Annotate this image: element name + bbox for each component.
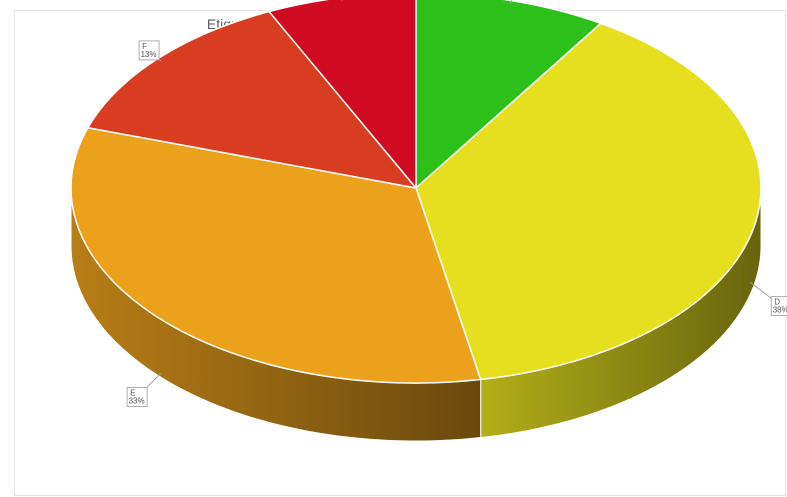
pie-top [70, 0, 762, 384]
data-labels: B0%C9%D38%E33%F13%G7% [126, 40, 787, 407]
leader-line-C [510, 0, 513, 4]
pie-slice-C [415, 0, 602, 189]
data-label-box-D [770, 296, 787, 316]
pie-slice-G [268, 0, 417, 189]
data-label-value-D: 38% [773, 305, 787, 314]
data-label-box-F [138, 40, 160, 61]
data-label-value-F: 13% [141, 50, 157, 59]
data-label-category-E: E [130, 389, 135, 398]
pie-slice-E [70, 126, 482, 384]
data-label-value-E: 33% [129, 397, 145, 406]
pie-slice-D [415, 22, 762, 381]
data-label-category-F: F [142, 42, 147, 51]
data-label-box-E [126, 387, 148, 407]
data-label-category-D: D [774, 297, 780, 306]
